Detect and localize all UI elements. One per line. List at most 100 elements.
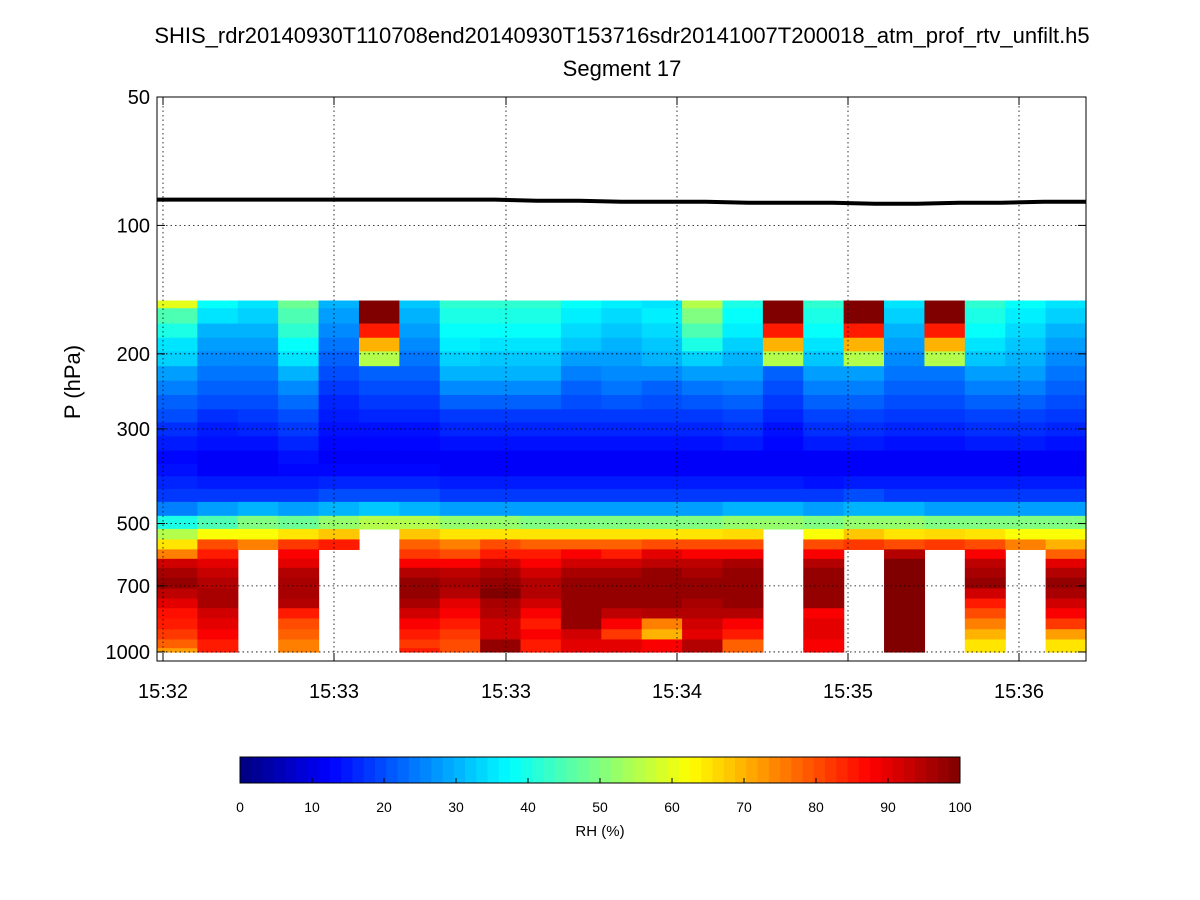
- heatmap-cell: [560, 558, 602, 569]
- heatmap-cell: [480, 629, 522, 641]
- heatmap-cell: [439, 450, 481, 465]
- heatmap-cell: [1045, 323, 1087, 339]
- heatmap-cell: [157, 588, 198, 600]
- heatmap-cell: [197, 422, 239, 437]
- heatmap-cell: [399, 515, 441, 530]
- heatmap-cell: [762, 351, 804, 367]
- heatmap-cell: [278, 577, 320, 590]
- heatmap-cell: [641, 648, 683, 653]
- heatmap-cell: [682, 366, 724, 382]
- heatmap-cell: [439, 539, 481, 550]
- heatmap-cell: [682, 476, 724, 490]
- heatmap-cell: [1045, 648, 1087, 653]
- heatmap-cell: [237, 515, 279, 530]
- heatmap-cell: [237, 395, 279, 410]
- heatmap-cell: [601, 351, 643, 367]
- heatmap-cell: [924, 476, 966, 490]
- heatmap-cell: [278, 648, 320, 653]
- heatmap-cell: [237, 450, 279, 465]
- heatmap-cell: [803, 598, 845, 609]
- heatmap-cell: [1045, 409, 1087, 424]
- heatmap-cell: [924, 409, 966, 424]
- heatmap-cell: [197, 515, 239, 530]
- colorbar-swatch: [555, 757, 567, 783]
- heatmap-cell: [318, 436, 360, 452]
- heatmap-cell: [641, 539, 683, 550]
- heatmap-cell: [601, 395, 643, 410]
- heatmap-cell: [157, 598, 198, 609]
- heatmap-cell: [1045, 450, 1087, 465]
- heatmap-cell: [722, 588, 764, 600]
- heatmap-cell: [560, 528, 602, 541]
- heatmap-cell: [803, 323, 845, 339]
- heatmap-cell: [803, 450, 845, 465]
- heatmap-cell: [601, 528, 643, 541]
- colorbar-swatch: [723, 757, 736, 783]
- heatmap-cell: [843, 380, 885, 396]
- heatmap-cell: [884, 618, 926, 630]
- heatmap-cell: [964, 639, 1006, 649]
- heatmap-cell: [843, 395, 885, 410]
- x-tick-label: 15:33: [481, 681, 531, 703]
- heatmap-cell: [803, 422, 845, 437]
- heatmap-cell: [318, 395, 360, 410]
- heatmap-cell: [1045, 577, 1087, 590]
- colorbar-swatch: [937, 757, 950, 783]
- heatmap-cell: [197, 380, 239, 396]
- heatmap-cell: [560, 577, 602, 590]
- heatmap-cell: [601, 337, 643, 352]
- colorbar-swatch: [870, 757, 882, 783]
- heatmap-cell: [924, 450, 966, 465]
- heatmap-cell: [358, 450, 400, 465]
- heatmap-cell: [358, 476, 400, 490]
- heatmap-cell: [682, 380, 724, 396]
- heatmap-cell: [1045, 629, 1087, 641]
- colorbar-swatch: [735, 757, 747, 783]
- heatmap-cell: [197, 608, 239, 620]
- heatmap-cell: [924, 351, 966, 367]
- heatmap-cell: [439, 395, 481, 410]
- colorbar-swatch: [251, 757, 263, 783]
- heatmap-cell: [237, 476, 279, 490]
- heatmap-cell: [439, 337, 481, 352]
- colorbar-swatch: [915, 757, 927, 783]
- heatmap-cell: [560, 395, 602, 410]
- heatmap-cell: [399, 488, 441, 503]
- heatmap-cell: [803, 539, 845, 550]
- heatmap-cell: [641, 567, 683, 579]
- heatmap-cell: [641, 436, 683, 452]
- heatmap-cell: [722, 567, 764, 579]
- heatmap-cell: [358, 501, 400, 517]
- heatmap-cell: [803, 436, 845, 452]
- colorbar-swatch: [881, 757, 893, 783]
- heatmap-cell: [803, 501, 845, 517]
- heatmap-cell: [1045, 501, 1087, 517]
- heatmap-cell: [197, 567, 239, 579]
- heatmap-cell: [399, 395, 441, 410]
- heatmap-cell: [682, 463, 724, 477]
- heatmap-cell: [964, 308, 1006, 325]
- heatmap-cell: [803, 515, 845, 530]
- heatmap-cell: [520, 300, 562, 309]
- colorbar-label: RH (%): [575, 823, 624, 840]
- heatmap-cell: [520, 639, 562, 649]
- heatmap-cell: [278, 323, 320, 339]
- heatmap-cell: [197, 639, 239, 649]
- heatmap-cell: [641, 515, 683, 530]
- heatmap-cell: [237, 300, 279, 309]
- heatmap-cell: [843, 300, 885, 309]
- heatmap-cell: [399, 558, 441, 569]
- heatmap-cell: [762, 300, 804, 309]
- heatmap-cell: [278, 558, 320, 569]
- heatmap-cell: [278, 395, 320, 410]
- heatmap-cell: [358, 351, 400, 367]
- heatmap-cell: [520, 549, 562, 560]
- colorbar-swatch: [926, 757, 938, 783]
- heatmap-cell: [641, 618, 683, 630]
- heatmap-cell: [520, 380, 562, 396]
- heatmap-cell: [399, 528, 441, 541]
- heatmap-cell: [358, 323, 400, 339]
- heatmap-cell: [520, 463, 562, 477]
- heatmap-cell: [197, 648, 239, 653]
- heatmap-cell: [439, 463, 481, 477]
